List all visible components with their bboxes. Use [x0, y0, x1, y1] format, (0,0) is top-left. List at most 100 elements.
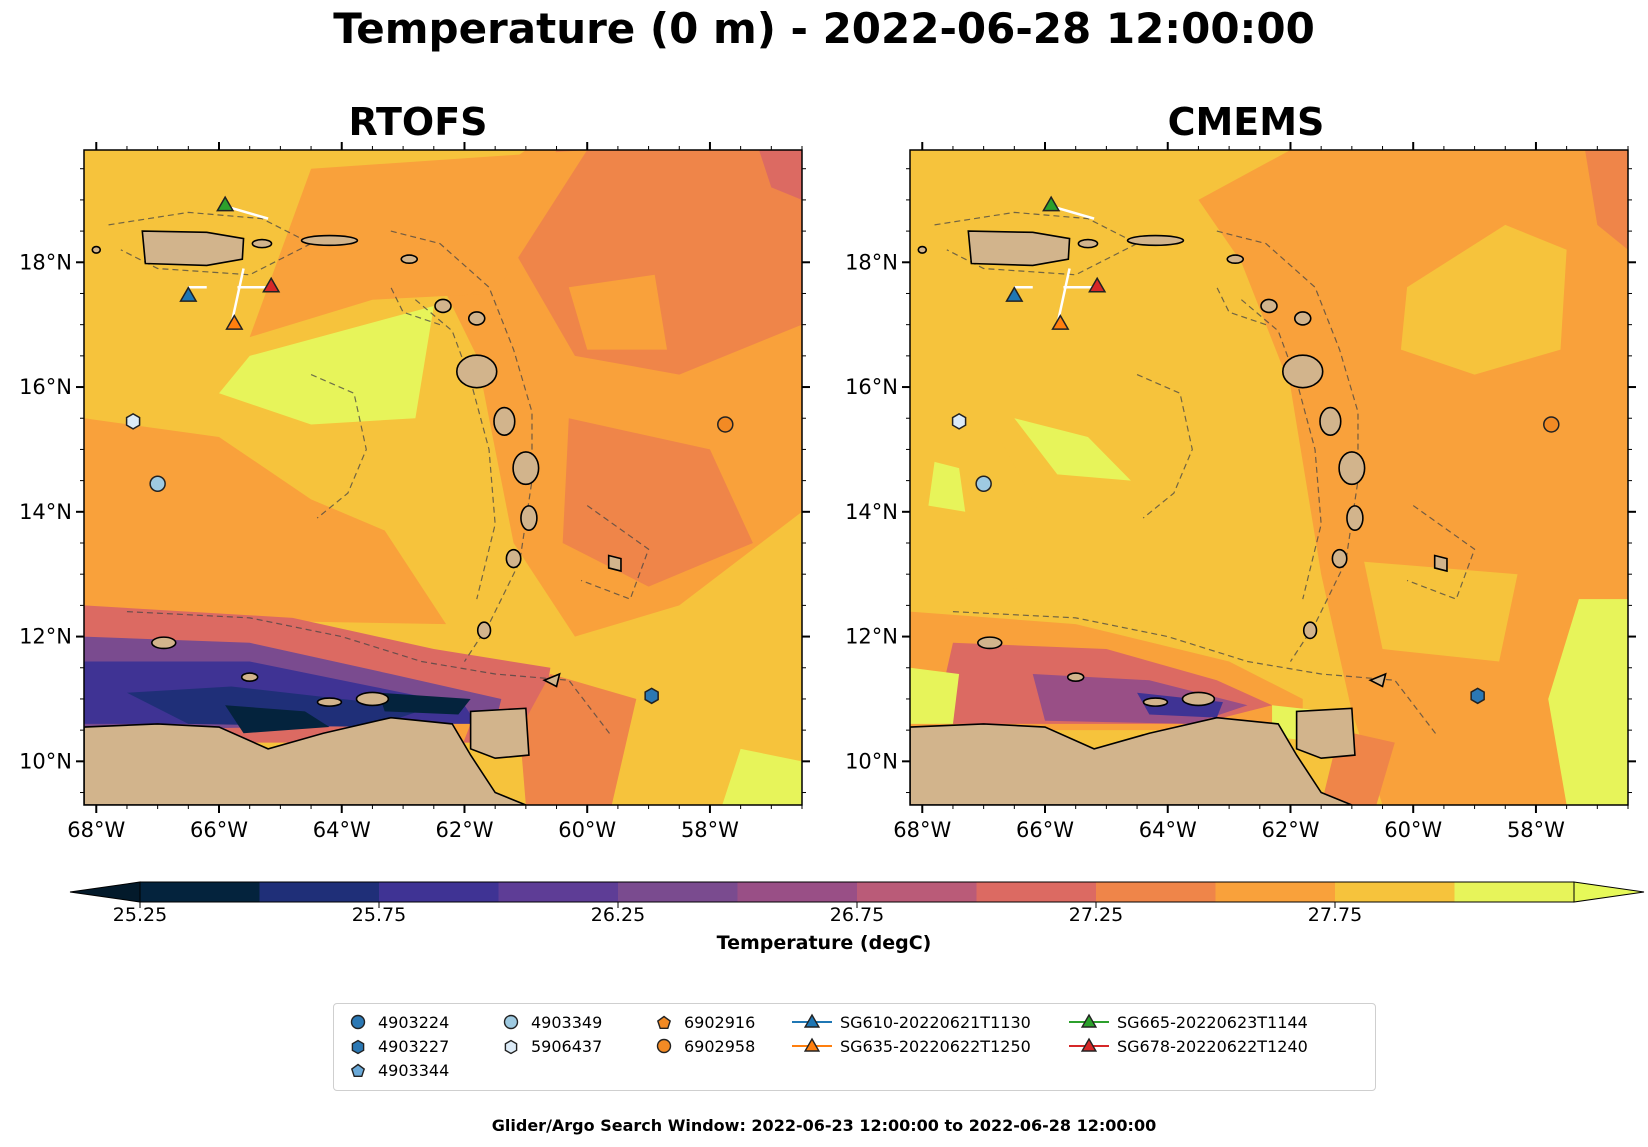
- legend-item-argo: 6902958: [652, 1034, 755, 1058]
- panel-title-rtofs: RTOFS: [348, 100, 488, 144]
- legend-label: SG678-20220622T1240: [1117, 1036, 1308, 1056]
- colorbar-label: Temperature (degC): [716, 932, 932, 954]
- field-band: [84, 418, 447, 625]
- land-venezuela: [84, 716, 527, 805]
- marker-5906437: [951, 412, 967, 430]
- legend-item-argo: 4903349: [499, 1010, 602, 1034]
- legend-label: SG665-20220623T1144: [1117, 1012, 1308, 1032]
- map-panels: 68°W 66°W 64°W 62°W 60°W 58°W 10°N 12°N 14°N 16°N…: [19, 142, 1636, 842]
- bathymetry-contour: [1240, 299, 1322, 600]
- field-band: [1548, 599, 1628, 805]
- x-tick-label: 60°W: [558, 818, 616, 842]
- search-window-footer: Glider/Argo Search Window: 2022-06-23 12…: [491, 1116, 1157, 1135]
- legend-symbol: [503, 1014, 519, 1030]
- legend-symbol: [504, 1039, 518, 1055]
- marker-SG678-20220622T1240: [262, 276, 281, 293]
- land-island: [512, 451, 540, 486]
- bathymetry-contour: [1216, 230, 1359, 662]
- legend-label: SG635-20220622T1250: [840, 1036, 1031, 1056]
- legend-label: 4903344: [378, 1060, 450, 1080]
- land-island: [400, 254, 419, 265]
- marker-SG610-20220621T1130: [1005, 286, 1024, 302]
- y-tick-label: 16°N: [845, 375, 898, 399]
- x-tick-label: 66°W: [190, 818, 248, 842]
- legend-item-argo: 4903224: [346, 1010, 449, 1034]
- colorbar-segment: [1454, 882, 1575, 902]
- colorbar-over-arrow: [1573, 881, 1645, 903]
- y-tick-label: 18°N: [845, 250, 898, 274]
- field-band: [562, 418, 753, 587]
- bathymetry-contour: [126, 611, 613, 737]
- land-island: [1282, 354, 1324, 389]
- legend-label: 6902958: [684, 1036, 756, 1056]
- y-tick-label: 12°N: [19, 625, 72, 649]
- land-island: [316, 697, 343, 707]
- legend-symbol: [350, 1063, 366, 1077]
- x-tick-label: 64°W: [313, 818, 371, 842]
- panel-title-cmems: CMEMS: [1167, 100, 1325, 144]
- y-tick-label: 10°N: [845, 749, 898, 773]
- land-island: [467, 311, 486, 326]
- map-rtofs: 68°W 66°W 64°W 62°W 60°W 58°W 10°N 12°N 14°N 16°N…: [19, 142, 810, 842]
- marker-4903227: [1470, 687, 1485, 705]
- colorbar-segment: [1335, 882, 1455, 902]
- land-puerto-rico: [141, 230, 245, 267]
- x-tick-label: 58°W: [1507, 818, 1565, 842]
- land-island: [1293, 311, 1312, 326]
- land-trinidad: [1295, 707, 1356, 760]
- land-island: [1181, 691, 1216, 707]
- figure-title: Temperature (0 m) - 2022-06-28 12:00:00: [333, 4, 1315, 53]
- x-tick-label: 62°W: [435, 818, 493, 842]
- land-island: [520, 505, 538, 532]
- land-island: [434, 298, 452, 314]
- colorbar-segment: [618, 882, 738, 902]
- land-island: [456, 354, 498, 389]
- land-island: [151, 636, 177, 650]
- field-band: [759, 150, 802, 200]
- legend-symbol: [1069, 1013, 1109, 1028]
- marker-6902958: [1543, 416, 1560, 433]
- colorbar-segment: [259, 882, 380, 902]
- map-cmems: 68°W 66°W 64°W 62°W 60°W 58°W 10°N 12°N 14°N 16°N…: [845, 142, 1636, 842]
- land-barbados: [607, 554, 622, 573]
- x-tick-label: 58°W: [681, 818, 739, 842]
- bathymetry-contour: [390, 286, 441, 326]
- colorbar-tick-label: 26.75: [829, 904, 885, 926]
- marker-SG665-20220623T1144: [216, 195, 235, 212]
- land-island: [1226, 254, 1245, 265]
- legend-item-glider: SG610-20220621T1130: [792, 1010, 1031, 1034]
- legend-label: 5906437: [531, 1036, 603, 1056]
- y-tick-label: 14°N: [845, 500, 898, 524]
- colorbar-segment: [379, 882, 499, 902]
- land-puerto-rico: [967, 230, 1071, 267]
- legend-label: 6902916: [684, 1012, 756, 1032]
- colorbar-segment: [1096, 882, 1216, 902]
- field-band: [928, 461, 966, 512]
- bathymetry-contour: [414, 299, 496, 600]
- land-island: [1346, 505, 1364, 532]
- marker-SG678-20220622T1240: [1088, 276, 1107, 293]
- legend-item-glider: SG665-20220623T1144: [1069, 1010, 1308, 1034]
- land-island: [505, 548, 522, 569]
- bathymetry-contour: [390, 230, 533, 662]
- colorbar-tick-label: 27.25: [1068, 904, 1124, 926]
- marker-SG665-20220623T1144: [1042, 195, 1061, 212]
- x-tick-label: 66°W: [1016, 818, 1074, 842]
- land-island: [1302, 621, 1318, 640]
- x-tick-label: 64°W: [1139, 818, 1197, 842]
- colorbar-segment: [737, 882, 858, 902]
- land-island: [91, 245, 102, 254]
- field-band: [1014, 418, 1131, 481]
- colorbar-tick-label: 27.75: [1307, 904, 1363, 926]
- field-band: [219, 305, 434, 425]
- field-band: [722, 748, 802, 805]
- field-band: [126, 686, 428, 728]
- land-venezuela: [910, 716, 1353, 805]
- marker-SG635-20220622T1250: [1051, 314, 1070, 330]
- field-band: [910, 667, 960, 724]
- field-band: [1364, 561, 1518, 662]
- legend-item-argo: 5906437: [499, 1034, 602, 1058]
- bathymetry-contour: [108, 211, 313, 276]
- map-frame: [83, 149, 803, 806]
- x-tick-label: 62°W: [1261, 818, 1319, 842]
